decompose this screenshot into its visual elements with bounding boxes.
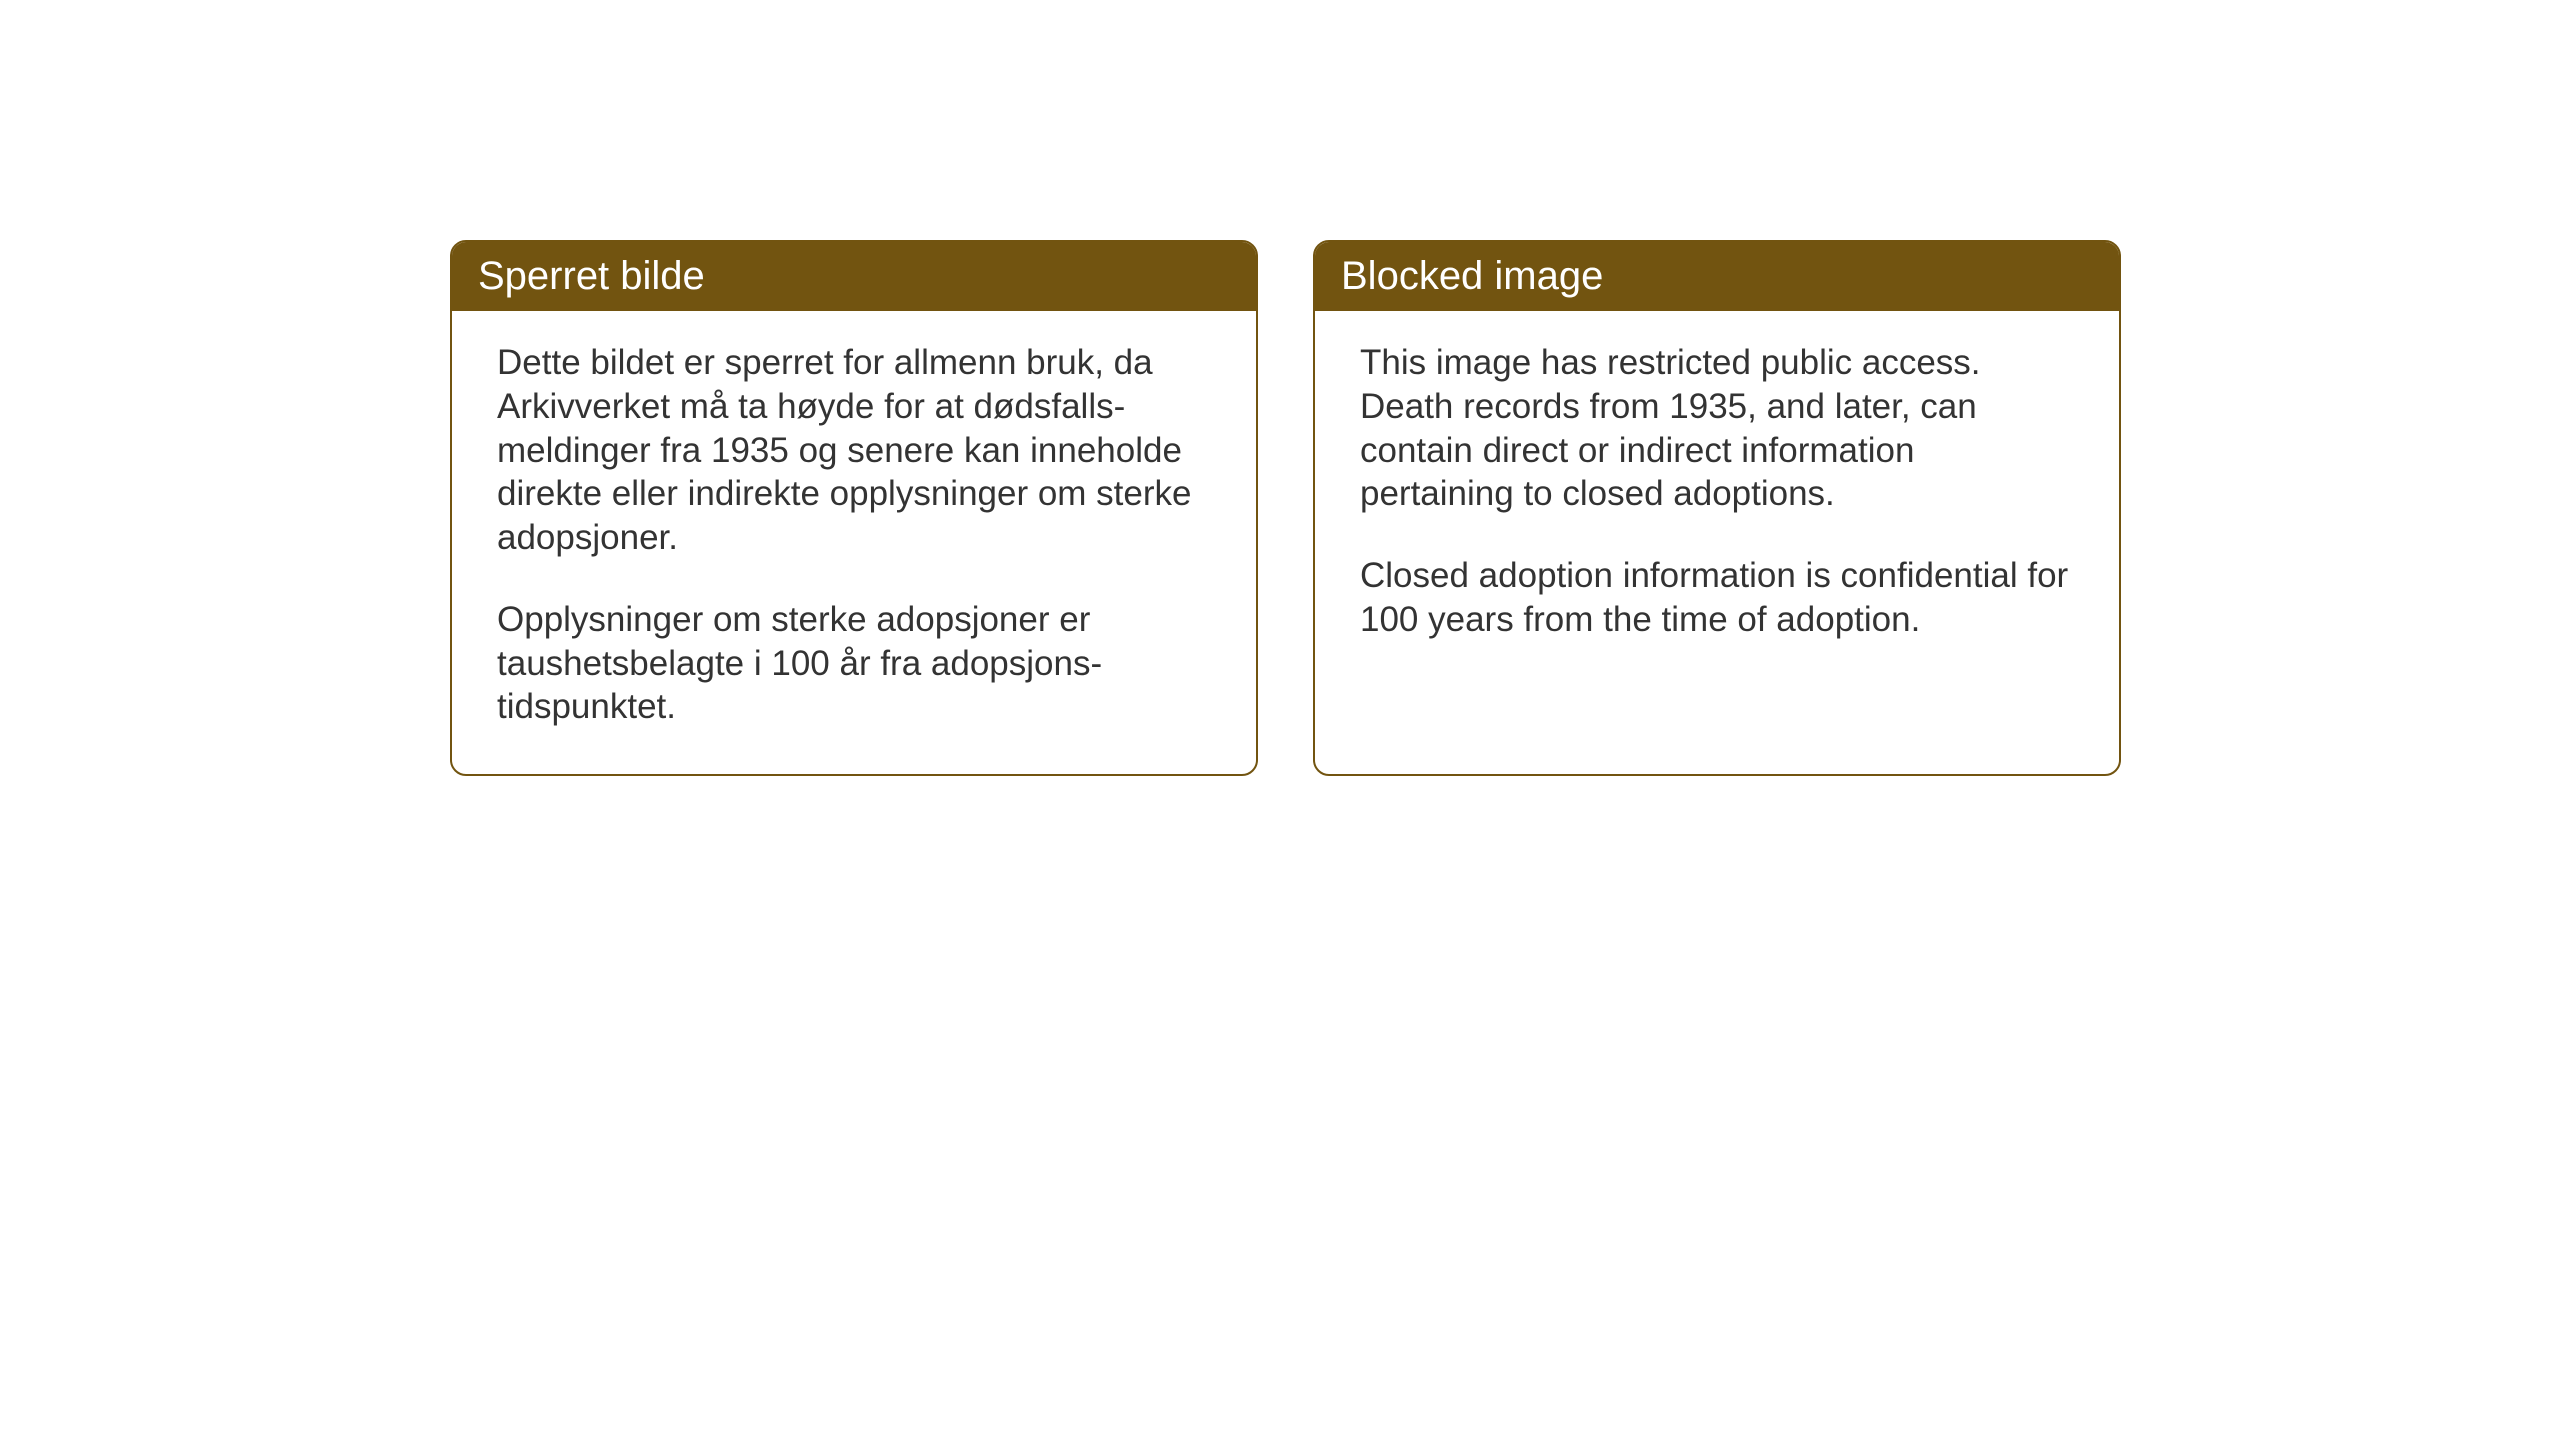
notice-paragraph-2-english: Closed adoption information is confident… [1360, 554, 2074, 642]
notice-paragraph-2-norwegian: Opplysninger om sterke adopsjoner er tau… [497, 598, 1211, 729]
notice-card-english: Blocked image This image has restricted … [1313, 240, 2121, 776]
notice-header-norwegian: Sperret bilde [452, 242, 1256, 311]
notice-body-norwegian: Dette bildet er sperret for allmenn bruk… [452, 311, 1256, 774]
notice-container: Sperret bilde Dette bildet er sperret fo… [450, 240, 2560, 776]
notice-body-english: This image has restricted public access.… [1315, 311, 2119, 687]
notice-header-english: Blocked image [1315, 242, 2119, 311]
notice-paragraph-1-english: This image has restricted public access.… [1360, 341, 2074, 516]
notice-card-norwegian: Sperret bilde Dette bildet er sperret fo… [450, 240, 1258, 776]
notice-paragraph-1-norwegian: Dette bildet er sperret for allmenn bruk… [497, 341, 1211, 560]
